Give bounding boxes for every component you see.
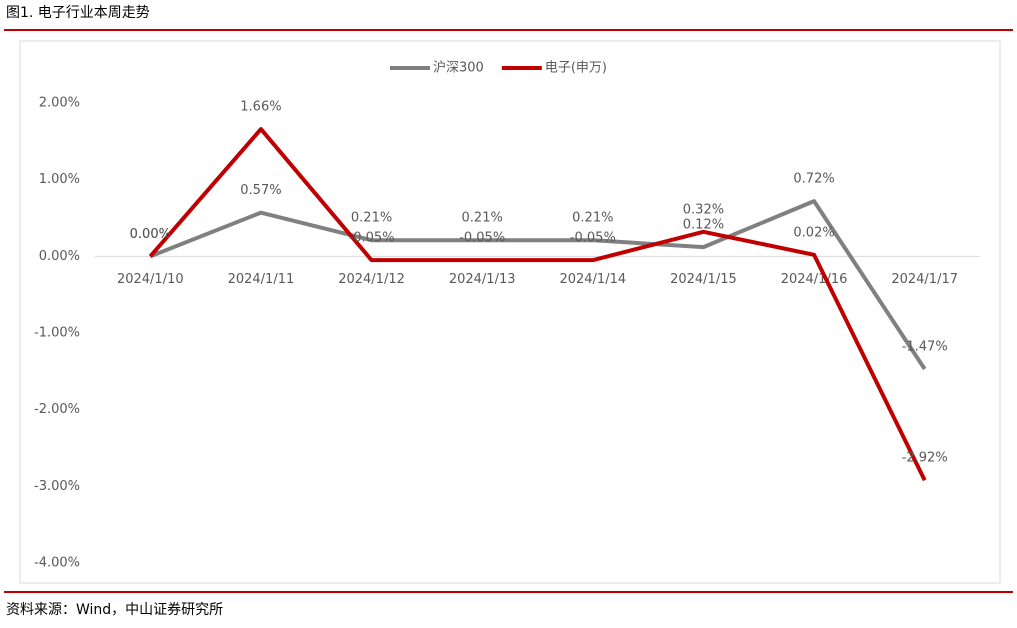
value-label: 0.21% [572,211,613,226]
value-label: -0.05% [349,231,395,246]
value-label: 1.66% [240,100,281,115]
x-tick-label: 2024/1/11 [228,272,295,287]
value-label: -0.05% [570,231,616,246]
y-tick-label: -4.00% [34,556,80,571]
chart-frame [19,40,1001,584]
y-tick-label: -1.00% [34,326,80,341]
x-tick-label: 2024/1/14 [559,272,626,287]
y-tick-label: 1.00% [39,172,80,187]
value-label: 0.12% [683,218,724,233]
value-label: 0.21% [462,211,503,226]
x-tick-label: 2024/1/17 [891,272,958,287]
y-tick-label: -3.00% [34,479,80,494]
y-tick-label: -2.00% [34,402,80,417]
series-line [148,127,927,482]
value-label: 0.21% [351,211,392,226]
value-label: 0.00% [130,227,171,242]
x-tick-label: 2024/1/15 [670,272,737,287]
source-note: 资料来源：Wind，中山证券研究所 [6,602,223,618]
series-line [149,199,927,371]
x-tick-label: 2024/1/12 [338,272,405,287]
y-tick-label: 2.00% [39,96,80,111]
value-label: 0.32% [683,202,724,217]
legend-label: 电子(申万) [545,61,607,76]
value-label: -0.05% [459,231,505,246]
value-label: -2.92% [902,451,948,466]
value-label: 0.57% [240,183,281,198]
value-label: 0.02% [793,225,834,240]
x-tick-label: 2024/1/16 [781,272,848,287]
value-label: -1.47% [902,340,948,355]
value-label: 0.00% [130,227,171,242]
x-tick-label: 2024/1/10 [117,272,184,287]
legend-label: 沪深300 [433,60,484,76]
figure-title: 图1. 电子行业本周走势 [6,5,150,21]
y-tick-label: 0.00% [39,249,80,264]
x-tick-label: 2024/1/13 [449,272,516,287]
value-label: 0.72% [793,172,834,187]
